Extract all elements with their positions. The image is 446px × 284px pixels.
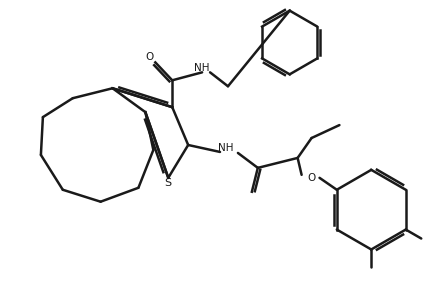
Text: O: O xyxy=(307,173,316,183)
Text: S: S xyxy=(165,178,172,188)
Text: O: O xyxy=(145,53,153,62)
Text: NH: NH xyxy=(218,143,234,153)
Text: NH: NH xyxy=(194,63,210,73)
